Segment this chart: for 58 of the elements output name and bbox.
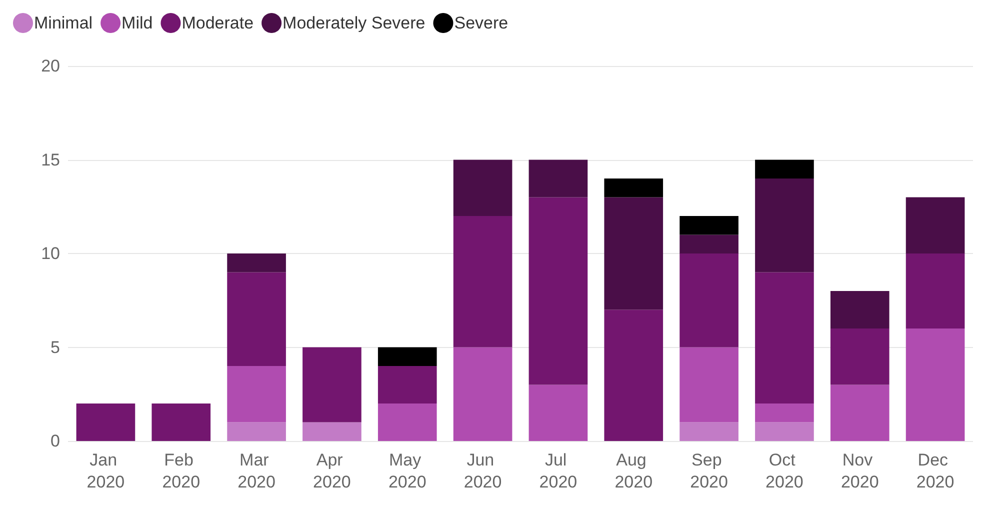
- bar: [453, 160, 512, 216]
- y-tick-label: 0: [50, 432, 60, 450]
- bar: [453, 347, 512, 441]
- bar: [227, 272, 286, 366]
- bar: [755, 272, 814, 404]
- bar: [528, 160, 588, 198]
- legend-label: Severe: [454, 14, 508, 32]
- x-tick-label: Jan 2020: [86, 450, 125, 492]
- y-tick-label: 15: [41, 150, 60, 170]
- bar: [453, 216, 512, 348]
- bar: [830, 291, 890, 328]
- bar: [227, 366, 286, 422]
- bar: [76, 404, 136, 441]
- legend-label: Moderate: [182, 14, 254, 32]
- bar: [604, 310, 664, 441]
- bar: [680, 216, 738, 235]
- bar: [378, 404, 437, 441]
- bar: [830, 328, 890, 385]
- bar: [680, 234, 738, 254]
- x-tick-label: Apr 2020: [313, 450, 351, 492]
- bar: [906, 197, 965, 254]
- bar: [604, 197, 664, 310]
- bar: [378, 347, 437, 366]
- bar: [755, 404, 814, 422]
- y-tick-label: 10: [41, 244, 60, 263]
- x-tick-label: Jun 2020: [464, 450, 502, 492]
- x-tick-label: May 2020: [388, 450, 426, 492]
- bar: [227, 254, 286, 272]
- legend-label: Minimal: [34, 14, 93, 32]
- legend-label: Mild: [122, 14, 153, 32]
- x-tick-label: Dec 2020: [916, 450, 954, 492]
- legend-label: Moderately Severe: [282, 14, 426, 32]
- x-tick-label: Oct 2020: [766, 450, 804, 492]
- bar: [755, 160, 814, 178]
- x-tick-label: Nov 2020: [840, 450, 879, 492]
- bar: [755, 422, 814, 441]
- bar: [680, 422, 738, 441]
- y-tick-label: 20: [41, 56, 60, 76]
- x-tick-label: Aug 2020: [614, 450, 653, 492]
- bar: [528, 197, 588, 385]
- x-tick-label: Feb 2020: [162, 450, 200, 492]
- bar: [152, 404, 211, 441]
- bar: [528, 384, 588, 441]
- x-tick-label: Mar 2020: [238, 450, 276, 492]
- x-tick-label: Jul 2020: [539, 450, 578, 492]
- bar: [680, 347, 738, 422]
- bar: [680, 254, 738, 348]
- x-tick-label: Sep 2020: [690, 450, 728, 492]
- bar: [302, 422, 362, 441]
- bar: [378, 366, 437, 404]
- bar: [906, 328, 965, 441]
- y-tick-label: 5: [50, 338, 60, 357]
- bar: [755, 178, 814, 272]
- bar: [604, 178, 664, 198]
- bar: [227, 422, 286, 441]
- bar: [302, 347, 362, 422]
- bar: [906, 254, 965, 328]
- bar: [830, 384, 890, 441]
